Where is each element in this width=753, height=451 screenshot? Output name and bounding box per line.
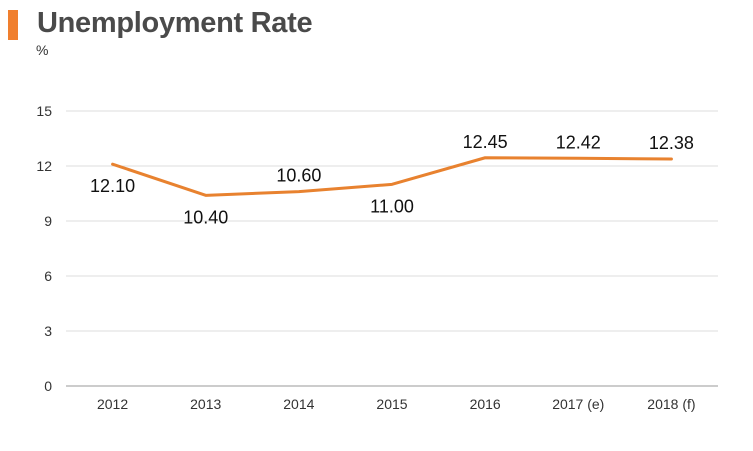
y-tick-label: 3 (44, 323, 52, 339)
y-tick-label: 9 (44, 213, 52, 229)
x-tick-label: 2014 (283, 396, 314, 412)
grid-lines (66, 110, 718, 387)
x-axis-ticks: 2012 2013 2014 2015 2016 2017 (e) 2018 (f) (97, 396, 696, 412)
x-tick-label: 2016 (470, 396, 501, 412)
y-axis-unit: % (36, 42, 49, 58)
y-tick-label: 15 (36, 103, 52, 119)
data-label: 10.60 (276, 166, 321, 186)
data-label: 12.38 (649, 133, 694, 153)
data-label: 11.00 (370, 196, 414, 216)
x-tick-label: 2013 (190, 396, 221, 412)
y-tick-label: 12 (36, 158, 52, 174)
x-tick-label: 2018 (f) (647, 396, 695, 412)
data-label: 12.10 (90, 176, 135, 196)
data-labels: 12.10 10.40 10.60 11.00 12.45 12.42 12.38 (90, 132, 694, 228)
x-tick-label: 2017 (e) (552, 396, 604, 412)
data-label: 12.45 (463, 132, 508, 152)
chart-title: Unemployment Rate (37, 7, 313, 39)
series-line-group (111, 156, 673, 197)
data-label: 10.40 (183, 207, 228, 227)
x-tick-label: 2012 (97, 396, 128, 412)
series-line (111, 156, 673, 197)
title-accent-bar (8, 10, 18, 40)
data-label: 12.42 (556, 132, 601, 152)
y-tick-label: 0 (44, 378, 52, 394)
y-axis-ticks: 0 3 6 9 12 15 (36, 103, 52, 394)
y-tick-label: 6 (44, 268, 52, 284)
x-tick-label: 2015 (376, 396, 407, 412)
